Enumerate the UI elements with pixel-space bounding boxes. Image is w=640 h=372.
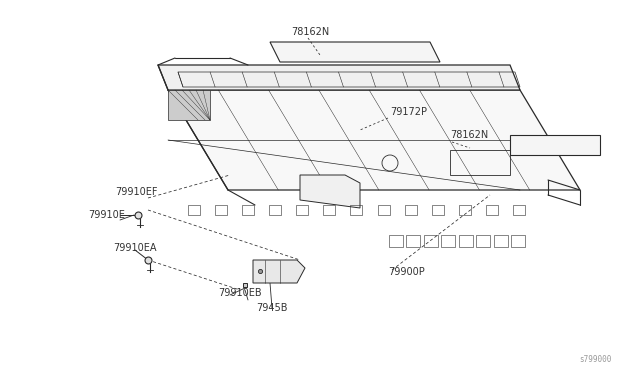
- Polygon shape: [158, 65, 520, 90]
- Text: 79910EB: 79910EB: [218, 288, 262, 298]
- Polygon shape: [253, 260, 305, 283]
- Text: 78162N: 78162N: [450, 130, 488, 140]
- Text: 79910EF: 79910EF: [115, 187, 157, 197]
- Text: 78162N: 78162N: [291, 27, 329, 37]
- Polygon shape: [168, 90, 580, 190]
- Text: s799000: s799000: [580, 355, 612, 364]
- Polygon shape: [168, 90, 210, 120]
- Text: 7945B: 7945B: [256, 303, 288, 313]
- Text: 79910E: 79910E: [88, 210, 125, 220]
- Text: 79900P: 79900P: [388, 267, 425, 277]
- Polygon shape: [270, 42, 440, 62]
- Polygon shape: [510, 135, 600, 155]
- Text: 79172P: 79172P: [390, 107, 427, 117]
- Text: 79910EA: 79910EA: [113, 243, 157, 253]
- Polygon shape: [300, 175, 360, 208]
